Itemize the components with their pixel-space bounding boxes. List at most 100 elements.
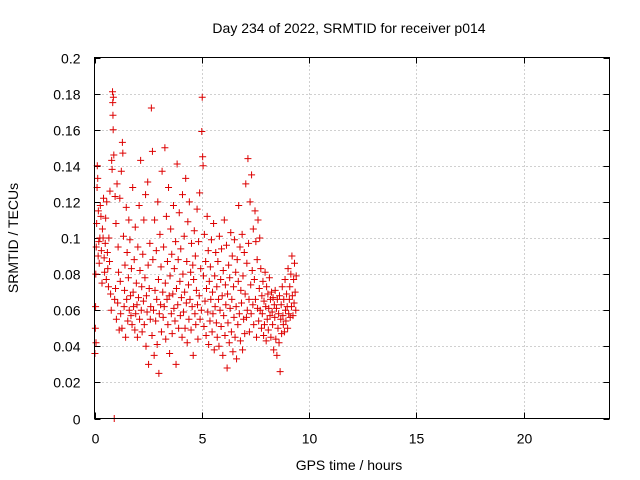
data-point xyxy=(198,93,206,101)
data-point xyxy=(222,301,230,309)
data-point xyxy=(273,351,281,359)
data-point xyxy=(258,292,266,300)
data-point xyxy=(217,276,225,284)
data-point xyxy=(285,310,293,318)
data-point xyxy=(175,209,183,217)
data-point xyxy=(194,335,202,343)
data-point xyxy=(292,272,300,280)
data-point xyxy=(165,183,173,191)
data-point xyxy=(211,303,219,311)
data-point xyxy=(264,326,272,334)
data-point xyxy=(129,183,137,191)
data-point xyxy=(178,191,186,199)
data-point xyxy=(245,328,253,336)
data-point xyxy=(189,351,197,359)
data-point xyxy=(172,360,180,368)
data-point xyxy=(225,339,233,347)
data-point xyxy=(177,245,185,253)
data-point xyxy=(211,272,219,280)
data-point xyxy=(242,313,250,321)
data-point xyxy=(131,326,139,334)
data-point xyxy=(288,292,296,300)
data-point xyxy=(152,247,160,255)
data-point xyxy=(123,248,131,256)
data-point xyxy=(184,281,192,289)
data-point xyxy=(239,346,247,354)
data-point xyxy=(101,239,109,247)
data-point xyxy=(168,330,176,338)
data-point xyxy=(264,290,272,298)
x-tick-label: 5 xyxy=(199,431,207,447)
data-point xyxy=(256,306,264,314)
data-point xyxy=(253,333,261,341)
data-point xyxy=(182,174,190,182)
data-point xyxy=(287,270,295,278)
data-point xyxy=(228,295,236,303)
data-point xyxy=(133,333,141,341)
axis-ticks xyxy=(94,57,610,420)
data-point xyxy=(290,299,298,307)
data-point xyxy=(157,328,165,336)
data-points xyxy=(91,88,300,422)
data-point xyxy=(215,295,223,303)
data-point xyxy=(169,202,177,210)
data-point xyxy=(235,202,243,210)
data-point xyxy=(220,312,228,320)
data-point xyxy=(290,276,298,284)
data-point xyxy=(195,238,203,246)
data-point xyxy=(184,218,192,226)
data-point xyxy=(174,301,182,309)
data-point xyxy=(205,277,213,285)
data-point xyxy=(221,331,229,339)
y-tick-label: 0.08 xyxy=(53,267,80,283)
data-point xyxy=(292,306,300,314)
data-point xyxy=(137,156,145,164)
data-point xyxy=(148,331,156,339)
data-point xyxy=(166,272,174,280)
data-point xyxy=(228,252,236,260)
data-point xyxy=(271,313,279,321)
data-point xyxy=(190,227,198,235)
data-point xyxy=(287,303,295,311)
data-point xyxy=(206,317,214,325)
data-point xyxy=(227,328,235,336)
data-point xyxy=(285,295,293,303)
data-point xyxy=(110,151,118,159)
data-point xyxy=(204,308,212,316)
data-point xyxy=(150,351,158,359)
data-point xyxy=(227,229,235,237)
data-point xyxy=(127,265,135,273)
data-point xyxy=(140,216,148,224)
data-point xyxy=(196,315,204,323)
data-point xyxy=(194,301,201,309)
data-point xyxy=(247,281,255,289)
data-point xyxy=(142,191,150,199)
data-point xyxy=(122,333,130,341)
data-point xyxy=(202,331,210,339)
y-tick-label: 0.2 xyxy=(61,51,81,67)
data-point xyxy=(126,236,134,244)
data-point xyxy=(136,266,144,274)
data-point xyxy=(100,194,108,202)
data-point xyxy=(102,276,110,284)
data-point xyxy=(123,295,131,303)
data-point xyxy=(231,333,239,341)
data-point xyxy=(213,283,221,291)
data-point xyxy=(115,268,123,276)
data-point xyxy=(117,167,125,175)
data-point xyxy=(183,339,191,347)
data-point xyxy=(174,256,182,264)
data-point xyxy=(239,272,247,280)
data-point xyxy=(191,252,199,260)
data-point xyxy=(104,265,112,273)
data-point xyxy=(279,321,287,329)
data-point xyxy=(112,220,120,228)
data-point xyxy=(261,268,269,276)
data-point xyxy=(203,212,211,220)
data-point xyxy=(263,315,271,323)
data-point xyxy=(243,259,251,267)
data-point xyxy=(214,257,222,265)
data-point xyxy=(248,171,256,179)
data-point xyxy=(119,149,127,157)
data-point xyxy=(236,243,244,251)
